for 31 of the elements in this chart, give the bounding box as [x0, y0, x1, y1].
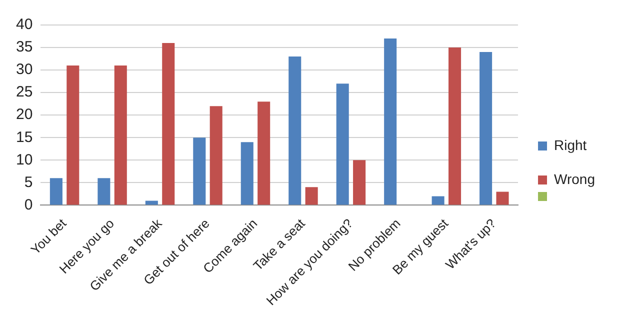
bar	[448, 48, 462, 205]
bar	[193, 138, 206, 205]
y-tick-label: 40	[16, 16, 33, 34]
y-tick-label: 0	[24, 196, 33, 214]
bar	[145, 200, 158, 205]
bar	[240, 142, 254, 205]
x-tick-label: You bet	[28, 215, 70, 258]
y-tick-label: 15	[16, 128, 33, 146]
bar	[353, 160, 366, 205]
y-tick-label: 30	[16, 61, 33, 78]
legend-label: Wrong	[554, 170, 596, 187]
y-tick-label: 10	[16, 151, 33, 168]
bar	[210, 106, 222, 205]
bar	[336, 84, 349, 205]
y-tick-label: 25	[16, 84, 33, 101]
bar	[384, 38, 397, 205]
bar	[480, 52, 492, 205]
bar	[162, 43, 175, 205]
bar	[98, 178, 110, 205]
y-tick-label: 35	[16, 38, 33, 56]
bar	[66, 66, 80, 205]
bar	[496, 192, 509, 205]
bar	[114, 66, 127, 205]
bar	[432, 196, 444, 205]
y-tick-label: 20	[16, 106, 33, 124]
bar	[50, 178, 62, 205]
bar	[258, 102, 270, 205]
legend-label: Right	[554, 136, 587, 153]
bar	[305, 187, 318, 205]
y-tick-label: 5	[24, 174, 33, 191]
bar	[288, 56, 302, 205]
